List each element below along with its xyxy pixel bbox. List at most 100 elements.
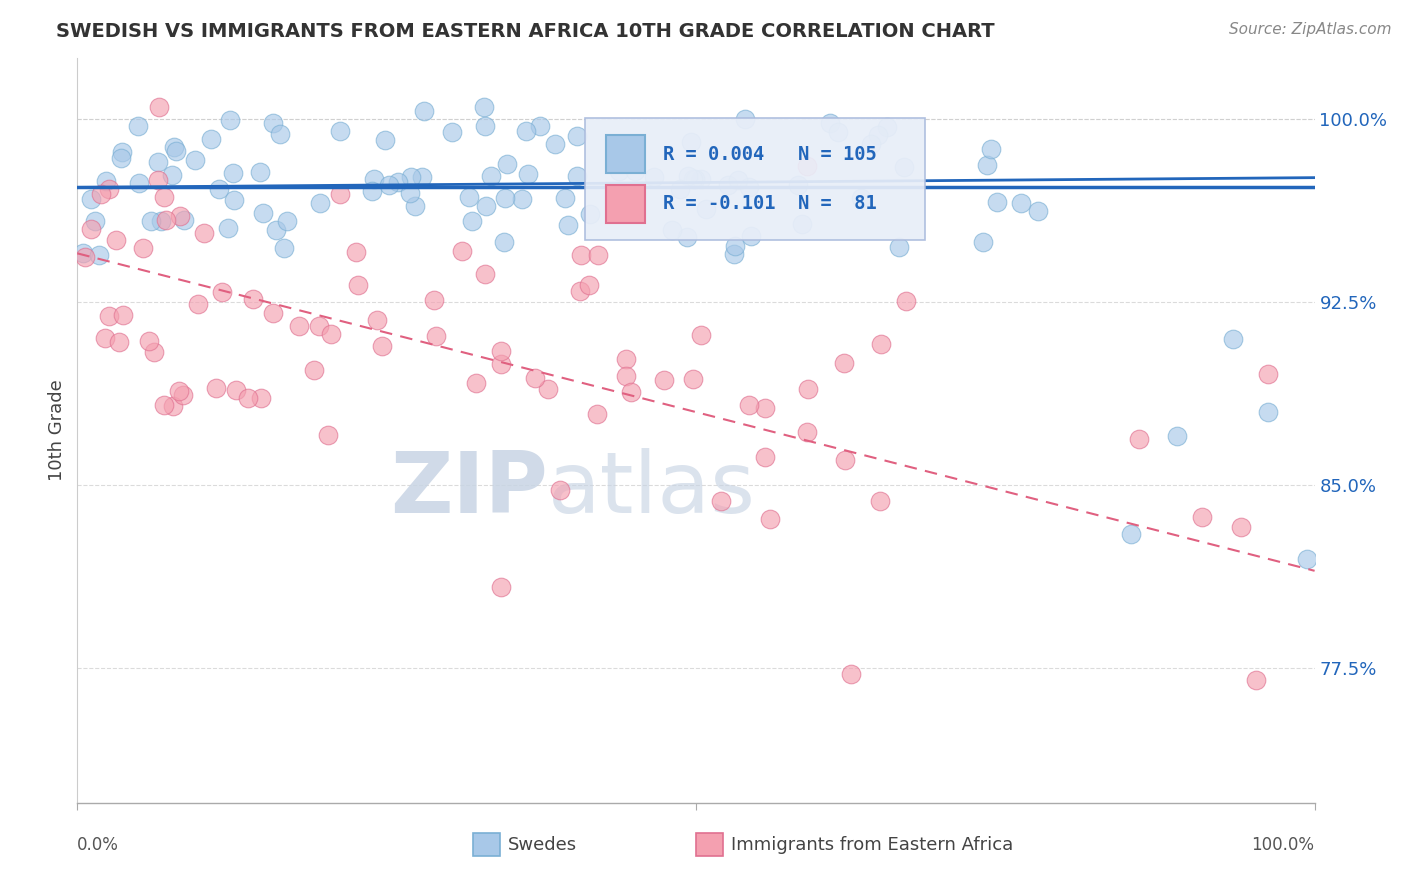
Point <box>620 385 643 400</box>
Point <box>461 214 484 228</box>
Point <box>893 160 915 174</box>
Point <box>398 186 420 200</box>
Point <box>264 223 287 237</box>
Text: R = 0.004   N = 105: R = 0.004 N = 105 <box>662 145 876 163</box>
Point <box>818 116 841 130</box>
Point <box>249 391 271 405</box>
Point <box>614 351 637 366</box>
Point <box>193 227 215 241</box>
Point <box>141 214 163 228</box>
Text: 100.0%: 100.0% <box>1251 837 1315 855</box>
FancyBboxPatch shape <box>696 832 723 856</box>
Point <box>153 398 176 412</box>
Point <box>869 493 891 508</box>
Point <box>759 511 782 525</box>
Point <box>128 176 150 190</box>
Point <box>1296 551 1319 566</box>
Point <box>378 178 401 192</box>
FancyBboxPatch shape <box>585 118 925 241</box>
Point <box>138 334 160 348</box>
Point <box>370 338 392 352</box>
Point <box>557 218 579 232</box>
Text: Source: ZipAtlas.com: Source: ZipAtlas.com <box>1229 22 1392 37</box>
Point <box>262 306 284 320</box>
Point <box>1257 367 1279 381</box>
Point <box>624 164 647 178</box>
Point <box>754 401 776 415</box>
Point <box>96 174 118 188</box>
Point <box>894 294 917 309</box>
Point <box>308 319 330 334</box>
Point <box>167 384 190 398</box>
Point <box>569 284 592 298</box>
Point <box>689 171 711 186</box>
Point <box>208 182 231 196</box>
Point <box>360 184 382 198</box>
FancyBboxPatch shape <box>606 185 645 223</box>
Point <box>827 125 849 139</box>
Point <box>690 328 713 343</box>
Point <box>187 297 209 311</box>
Point <box>834 452 856 467</box>
Point <box>110 151 132 165</box>
Point <box>851 191 873 205</box>
Point <box>423 293 446 308</box>
Point <box>586 408 609 422</box>
Point <box>578 207 600 221</box>
FancyBboxPatch shape <box>606 135 645 173</box>
Point <box>738 398 761 412</box>
Point <box>80 192 103 206</box>
Point <box>643 169 665 184</box>
Point <box>787 178 810 193</box>
Point <box>796 425 818 440</box>
Point <box>1191 509 1213 524</box>
Point <box>1128 432 1150 446</box>
Point <box>652 373 675 387</box>
Point <box>344 244 367 259</box>
Point <box>496 157 519 171</box>
Point <box>440 125 463 139</box>
Text: Immigrants from Eastern Africa: Immigrants from Eastern Africa <box>731 836 1012 854</box>
Point <box>1119 527 1142 541</box>
Point <box>200 132 222 146</box>
Point <box>796 159 818 173</box>
Point <box>97 310 120 324</box>
Point <box>184 153 207 167</box>
Point <box>972 235 994 249</box>
Point <box>682 171 704 186</box>
Point <box>155 213 177 227</box>
Point <box>537 382 560 396</box>
Point <box>723 247 745 261</box>
Point <box>329 124 352 138</box>
Point <box>146 154 169 169</box>
Point <box>683 171 706 186</box>
Point <box>75 251 97 265</box>
Point <box>163 140 186 154</box>
Point <box>387 175 409 189</box>
Point <box>544 137 567 152</box>
Point <box>524 371 547 385</box>
Point <box>148 100 170 114</box>
FancyBboxPatch shape <box>474 832 501 856</box>
Point <box>489 357 512 371</box>
Point <box>980 142 1002 156</box>
Point <box>797 382 820 396</box>
Point <box>529 119 551 133</box>
Point <box>347 277 370 292</box>
Point <box>724 239 747 253</box>
Text: R = -0.101  N =  81: R = -0.101 N = 81 <box>662 194 876 213</box>
Point <box>1011 195 1033 210</box>
Point <box>83 214 105 228</box>
Point <box>605 153 627 168</box>
Point <box>510 192 533 206</box>
Point <box>165 145 187 159</box>
Point <box>695 202 717 216</box>
Point <box>623 140 645 154</box>
Point <box>569 248 592 262</box>
Point <box>142 344 165 359</box>
Point <box>425 328 447 343</box>
Point <box>515 124 537 138</box>
Point <box>1222 332 1244 346</box>
Point <box>236 391 259 405</box>
Point <box>249 165 271 179</box>
